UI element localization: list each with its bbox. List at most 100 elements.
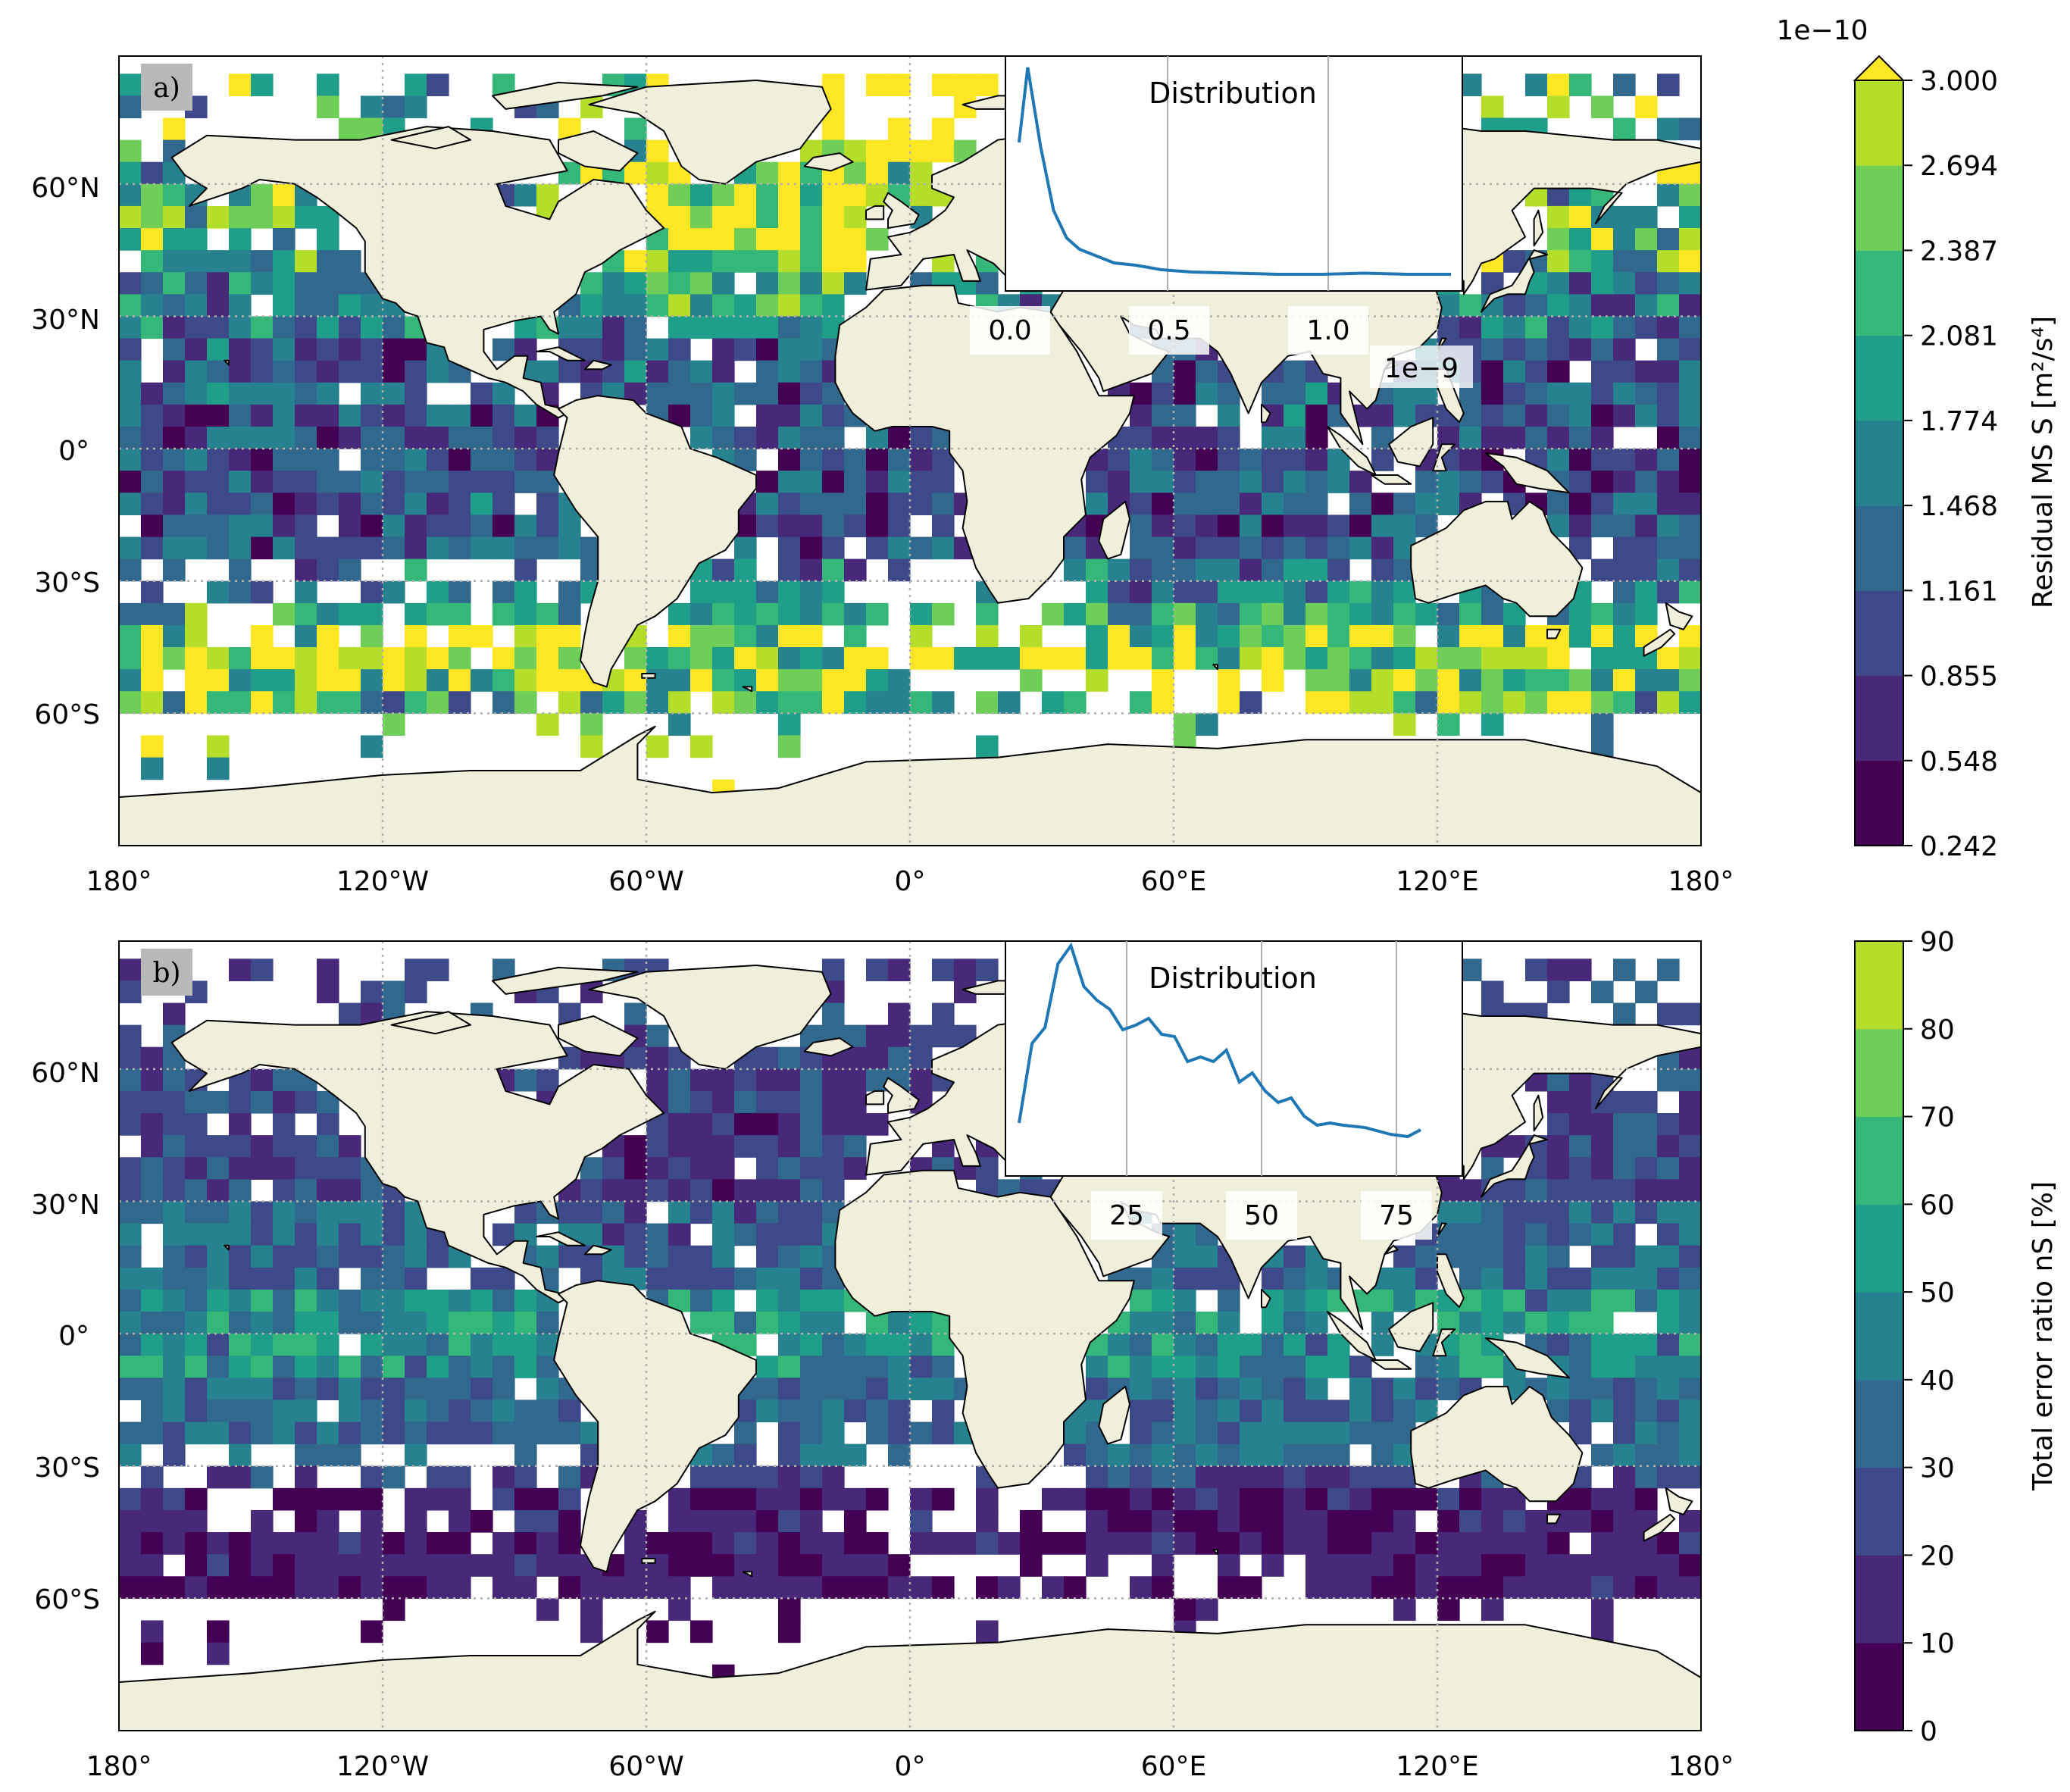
data-cell — [207, 669, 230, 692]
data-cell — [1613, 1378, 1636, 1401]
data-cell — [778, 1267, 801, 1290]
lon-tick: 180° — [86, 1751, 152, 1782]
data-cell — [492, 1400, 515, 1423]
data-cell — [163, 1223, 186, 1246]
data-cell — [471, 1554, 493, 1577]
data-cell — [1284, 624, 1306, 648]
data-cell — [163, 250, 186, 273]
data-cell — [185, 1509, 208, 1533]
data-cell — [1591, 1598, 1614, 1622]
inset-b-x-tick: 50 — [1244, 1200, 1279, 1231]
data-cell — [1657, 1311, 1680, 1334]
data-cell — [1657, 1421, 1680, 1445]
data-cell — [1613, 602, 1636, 626]
data-cell — [1218, 1532, 1240, 1555]
data-cell — [383, 95, 405, 119]
lon-tick: 60°W — [608, 1751, 683, 1782]
data-cell — [1174, 404, 1196, 427]
data-cell — [492, 1311, 515, 1334]
data-cell — [1086, 1554, 1108, 1577]
data-cell — [295, 205, 317, 229]
data-cell — [1635, 1465, 1658, 1489]
data-cell — [1569, 1400, 1592, 1423]
data-cell — [229, 382, 252, 405]
data-cell — [1349, 493, 1372, 516]
data-cell — [1262, 1509, 1284, 1533]
data-cell — [383, 669, 405, 692]
data-cell — [339, 1356, 361, 1378]
landmass-north-america — [170, 1011, 665, 1304]
data-cell — [822, 183, 845, 207]
data-cell — [1547, 360, 1570, 383]
data-cell — [1591, 360, 1614, 383]
data-cell — [1613, 1400, 1636, 1423]
data-cell — [624, 1179, 647, 1202]
data-cell — [207, 1532, 230, 1555]
data-cell — [734, 1509, 757, 1533]
data-cell — [1393, 404, 1416, 427]
data-cell — [1613, 250, 1636, 273]
data-cell — [756, 1378, 779, 1401]
data-cell — [405, 1554, 427, 1577]
data-cell — [1569, 1334, 1592, 1356]
data-cell — [1547, 669, 1570, 692]
data-cell — [185, 1576, 208, 1599]
data-cell — [1305, 624, 1328, 648]
data-cell — [1240, 449, 1262, 471]
data-cell — [1591, 1179, 1614, 1202]
data-cell — [1635, 404, 1658, 427]
data-cell — [1174, 536, 1196, 560]
lon-tick: 180° — [86, 866, 152, 897]
data-cell — [1481, 95, 1504, 119]
data-cell — [1196, 1311, 1218, 1334]
data-cell — [1415, 1576, 1438, 1599]
data-cell — [1525, 73, 1548, 96]
data-cell — [207, 1201, 230, 1224]
data-cell — [1349, 1532, 1372, 1555]
data-cell — [1437, 1509, 1460, 1533]
data-cell — [317, 980, 339, 1004]
data-cell — [1174, 1356, 1196, 1378]
data-cell — [1569, 1157, 1592, 1180]
landmass-falklands — [641, 673, 656, 679]
data-cell — [1591, 980, 1614, 1004]
data-cell — [1130, 471, 1152, 493]
data-cell — [822, 205, 845, 229]
data-cell — [1371, 1421, 1394, 1445]
data-cell — [1635, 1400, 1658, 1423]
data-cell — [1349, 1465, 1372, 1489]
data-cell — [1371, 691, 1394, 714]
data-cell — [514, 1509, 537, 1533]
data-cell — [932, 117, 955, 141]
data-cell — [800, 205, 823, 229]
data-cell — [668, 1245, 691, 1268]
data-cell — [1547, 959, 1570, 981]
data-cell — [1459, 1245, 1482, 1268]
data-cell — [1569, 338, 1592, 361]
data-cell — [1371, 624, 1394, 648]
data-cell — [339, 250, 361, 273]
data-cell — [163, 294, 186, 317]
data-cell — [273, 1113, 295, 1136]
data-cell — [185, 228, 208, 251]
data-cell — [536, 426, 559, 449]
data-cell — [185, 493, 208, 516]
data-cell — [339, 272, 361, 295]
data-cell — [1481, 382, 1504, 405]
data-cell — [1679, 404, 1701, 427]
data-cell — [1371, 493, 1394, 516]
data-cell — [1679, 294, 1701, 317]
data-cell — [778, 602, 801, 626]
data-cell — [207, 426, 230, 449]
inset-b-x-tick: 25 — [1109, 1200, 1144, 1231]
data-cell — [1349, 536, 1372, 560]
data-cell — [778, 669, 801, 692]
landmass-kerguelen — [1212, 664, 1218, 671]
data-cell — [1613, 1223, 1636, 1246]
data-cell — [119, 426, 142, 449]
data-cell — [514, 1532, 537, 1555]
data-cell — [514, 471, 537, 493]
data-cell — [405, 382, 427, 405]
data-cell — [471, 1289, 493, 1312]
data-cell — [273, 426, 295, 449]
